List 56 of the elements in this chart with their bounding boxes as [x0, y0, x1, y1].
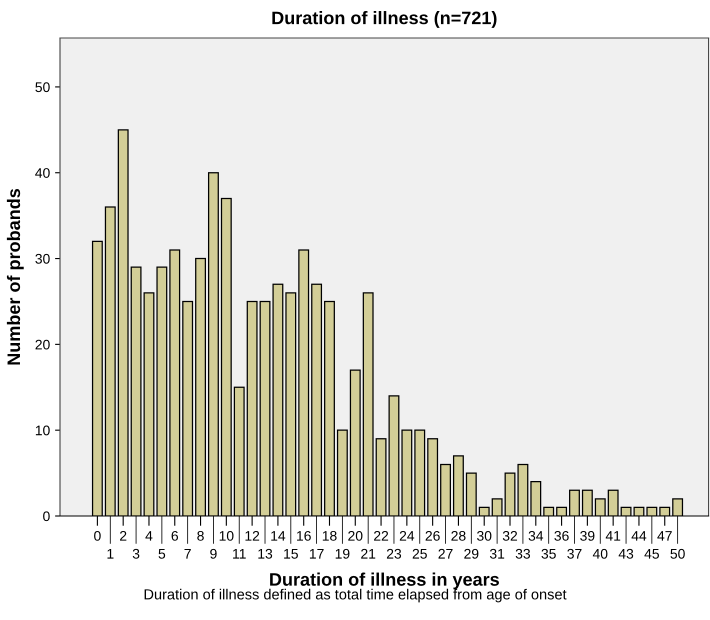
y-tick-label: 20 [36, 340, 50, 350]
x-tick-label: 19 [336, 548, 350, 559]
x-tick-label: 3 [132, 548, 140, 559]
x-tick-label: 23 [386, 548, 402, 559]
x-tick-label: 17 [310, 549, 324, 559]
x-tick-label: 45 [644, 549, 659, 559]
x-tick-label: 25 [412, 548, 427, 559]
x-tick-label: 9 [210, 548, 217, 559]
x-tick-label: 20 [348, 530, 362, 541]
x-tick-label: 31 [490, 548, 504, 559]
x-tick-label: 29 [464, 548, 478, 559]
x-tick-label: 10 [220, 530, 234, 541]
x-tick-label: 26 [426, 530, 440, 541]
x-tick-label: 43 [618, 548, 634, 559]
x-tick-label: 14 [271, 531, 286, 541]
x-tick-label: 8 [197, 530, 204, 541]
x-tick-label: 21 [361, 548, 376, 559]
x-tick-label: 6 [172, 530, 178, 541]
y-axis-title: Number of probands [6, 188, 24, 365]
x-tick-label: 34 [528, 530, 544, 541]
x-tick-label: 36 [554, 530, 569, 541]
x-tick-label: 22 [374, 530, 388, 541]
x-tick-label: 30 [477, 530, 492, 541]
y-tick-label: 30 [35, 254, 50, 264]
x-tick-label: 7 [184, 549, 191, 559]
x-tick-label: 37 [567, 548, 582, 559]
text: Duration of illness defined as total time elapsed from age of onset [144, 588, 566, 602]
x-tick-label: 11 [233, 549, 246, 559]
x-tick-label: 15 [284, 549, 298, 559]
x-axis-title: Duration of illness in years [270, 572, 499, 590]
x-tick-label: 12 [245, 530, 260, 541]
x-tick-label: 44 [632, 531, 646, 541]
x-tick-label: 39 [580, 530, 594, 541]
x-tick-label: 33 [516, 548, 530, 559]
x-tick-label: 4 [145, 531, 152, 541]
chart-title: Duration of illness (n=721) [272, 11, 497, 28]
x-tick-label: 18 [322, 530, 337, 541]
x-tick-label: 35 [541, 548, 556, 559]
x-tick-label: 5 [158, 549, 166, 559]
x-tick-label: 16 [297, 530, 311, 541]
y-tick-label: 10 [36, 426, 50, 436]
x-tick-label: 2 [120, 530, 126, 541]
x-tick-label: 40 [592, 548, 608, 559]
y-tick-label: 0 [43, 511, 50, 522]
x-tick-label: 27 [438, 548, 453, 559]
x-tick-label: 32 [502, 530, 518, 541]
x-tick-label: 1 [107, 549, 114, 559]
x-tick-label: 47 [657, 531, 672, 541]
x-tick-label: 24 [400, 530, 414, 541]
x-tick-label: 28 [451, 530, 466, 541]
x-tick-label: 50 [670, 548, 685, 559]
y-tick-label: 40 [35, 168, 50, 178]
x-tick-label: 13 [258, 548, 272, 559]
y-tick-label: 50 [35, 82, 50, 92]
x-tick-label: 0 [94, 530, 101, 541]
x-tick-label: 41 [606, 531, 620, 541]
